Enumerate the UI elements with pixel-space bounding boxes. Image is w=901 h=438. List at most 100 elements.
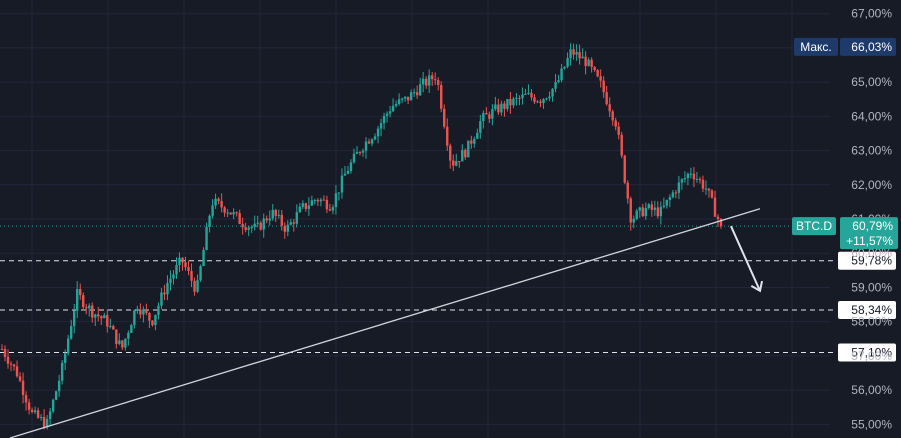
candle-body [256,222,259,224]
candle-body [599,76,602,81]
candle [370,138,374,147]
candle [244,222,247,233]
candle-body [554,82,557,89]
candle [217,197,220,205]
candle [133,309,136,329]
candle [713,190,717,217]
candle-body [15,366,19,377]
candle [235,211,238,217]
candle-body [298,206,302,213]
candle [33,406,37,415]
candle-body [178,257,181,266]
candle-body [36,410,40,418]
candle-body [33,410,37,413]
candle [136,305,139,314]
candle-body [51,399,55,412]
candle [145,303,148,316]
candle [12,363,16,371]
candle [352,148,356,164]
candle-body [0,349,4,351]
candle [148,312,151,329]
candle-body [310,200,314,206]
candle-body [214,198,217,206]
candle [259,220,262,231]
candle-body [653,207,657,210]
candle [434,72,437,85]
candle [461,144,464,162]
candle [446,118,449,151]
candle-body [464,149,467,158]
candle [406,96,410,105]
candle-body [88,305,91,309]
candle-body [271,209,274,219]
candle-body [406,96,410,101]
candle [54,390,58,401]
candle [421,71,425,93]
candle-body [497,104,500,113]
candle [3,345,7,362]
candle-body [506,99,509,109]
candle [280,210,283,231]
candle [214,193,217,209]
candle [94,313,97,327]
candle-body [79,289,82,296]
candle-body [403,96,407,99]
grid [0,0,830,438]
candle [467,140,470,158]
candle-body [620,134,623,156]
candle-body [151,320,154,326]
candle [196,274,199,294]
candle [536,100,539,104]
candle [30,407,34,414]
candle [521,87,524,105]
candle-body [452,160,455,166]
candle-body [166,282,169,295]
candle [418,77,422,96]
candle [638,206,641,218]
candle-body [434,79,437,81]
candle [500,100,503,116]
candle [415,85,419,99]
candle-body [509,99,512,106]
candle-body [205,226,208,250]
candle-body [12,364,16,367]
candle [247,225,250,237]
candle [692,167,696,188]
candle [256,215,259,228]
candle-body [575,52,578,55]
candle [121,340,124,351]
candle [394,100,398,108]
candle-body [590,59,593,67]
candle-body [418,84,422,96]
candle-body [482,113,485,122]
candle-body [319,199,323,202]
candle-body [244,227,247,230]
candle [560,63,563,83]
candle [653,200,657,216]
candle-body [527,92,530,94]
y-tick-label: 55,00% [851,417,892,431]
candle [139,303,142,319]
candle [100,315,103,325]
candle-body [473,138,476,144]
candle-body [322,199,326,201]
candle [142,306,145,323]
symbol-badge: BTC.D [796,219,832,233]
candle [497,98,500,115]
candle-body [27,402,31,410]
candle [391,98,395,113]
candle-body [316,200,320,202]
candle-body [512,98,515,106]
candle [292,218,296,232]
candle [178,252,181,273]
candle [175,257,178,279]
candle [683,171,687,183]
candle-body [334,193,338,208]
candle [211,199,214,219]
candle [608,97,611,118]
candle-body [608,104,611,112]
max-value-box [840,37,896,56]
candle-body [253,223,256,228]
candle [470,135,473,149]
